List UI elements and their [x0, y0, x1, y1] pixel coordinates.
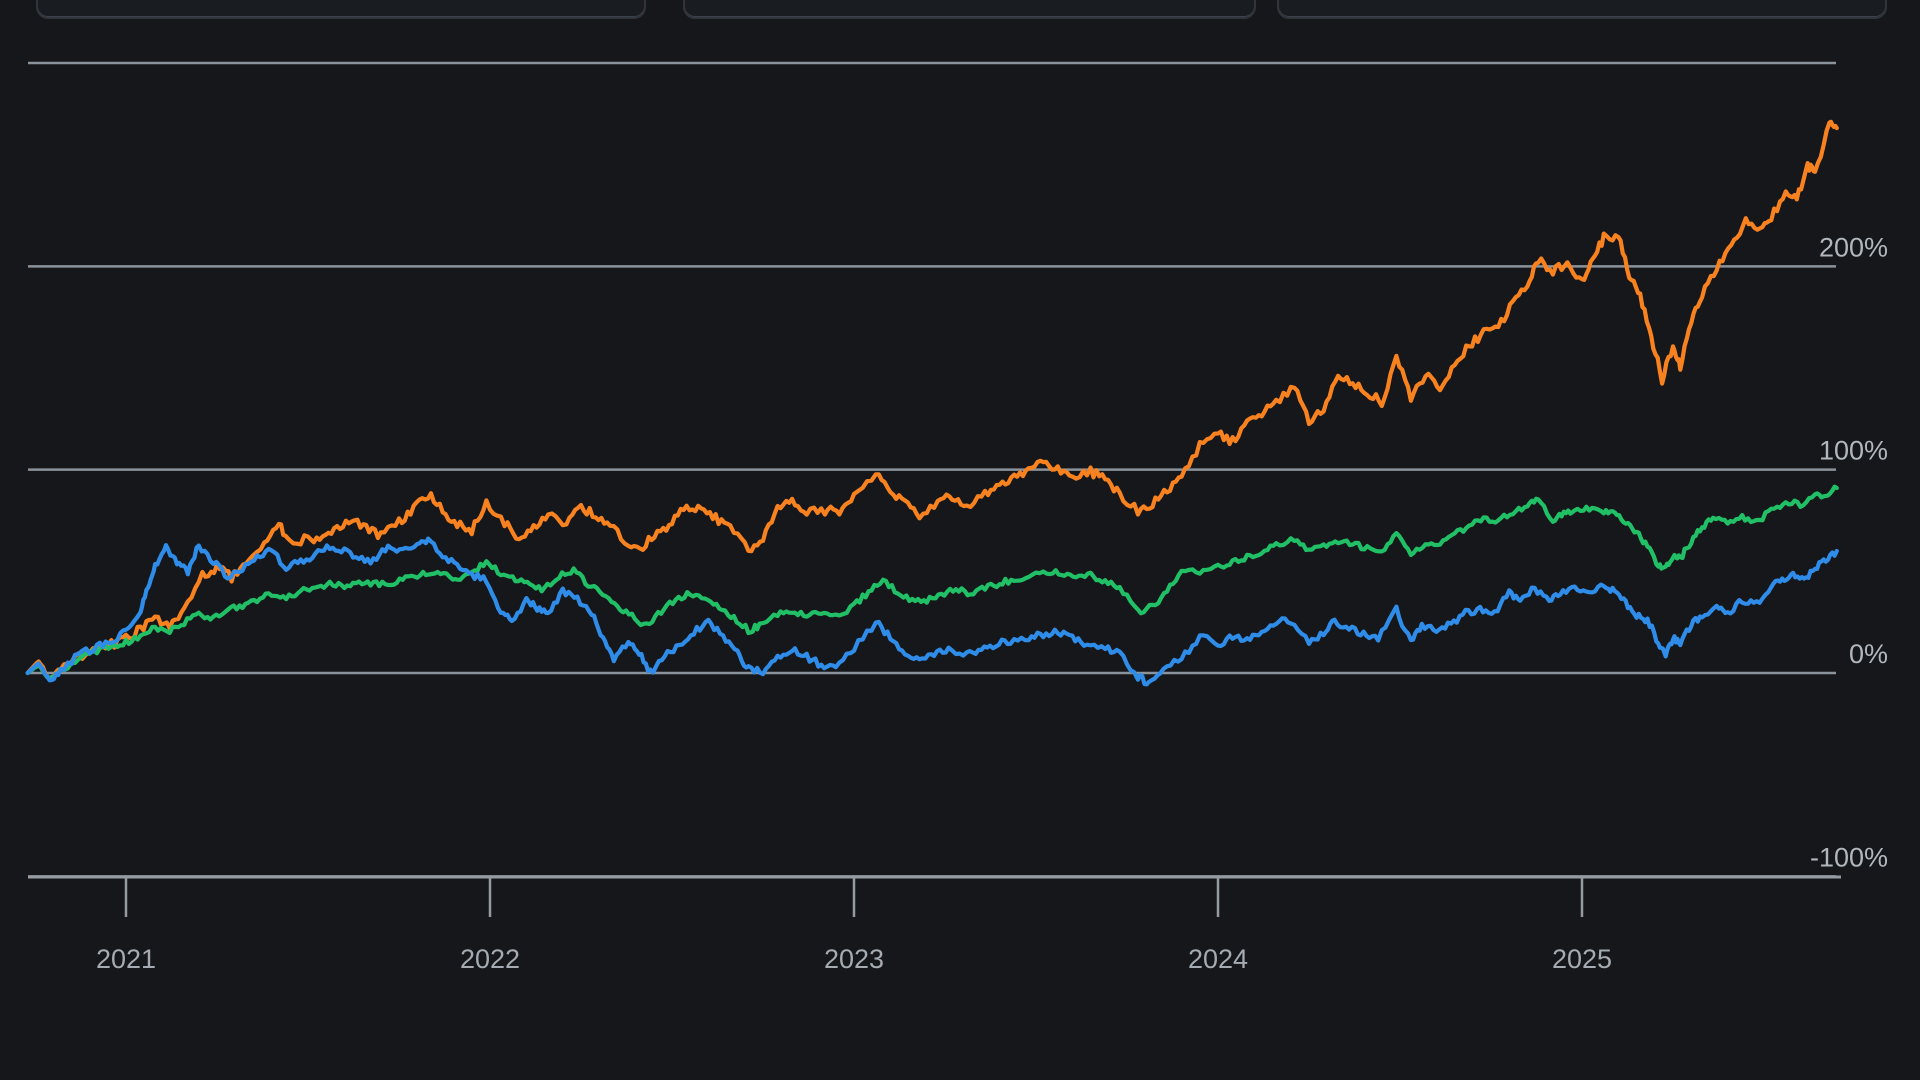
y-axis-label: 0% — [1849, 639, 1888, 669]
y-axis-label: -100% — [1810, 842, 1888, 872]
top-card-3[interactable] — [1277, 0, 1887, 19]
x-axis-label: 2021 — [96, 944, 156, 974]
x-axis-label: 2025 — [1552, 944, 1612, 974]
series-blue-line — [25, 536, 1839, 687]
x-axis-label: 2024 — [1188, 944, 1248, 974]
top-card-2[interactable] — [683, 0, 1256, 19]
y-axis-label: 100% — [1819, 436, 1888, 466]
series-orange-line — [25, 119, 1839, 681]
x-axis-label: 2023 — [824, 944, 884, 974]
series-green-line — [25, 484, 1839, 682]
y-axis-label: 200% — [1819, 232, 1888, 262]
top-card-1[interactable] — [36, 0, 646, 19]
x-axis-label: 2022 — [460, 944, 520, 974]
